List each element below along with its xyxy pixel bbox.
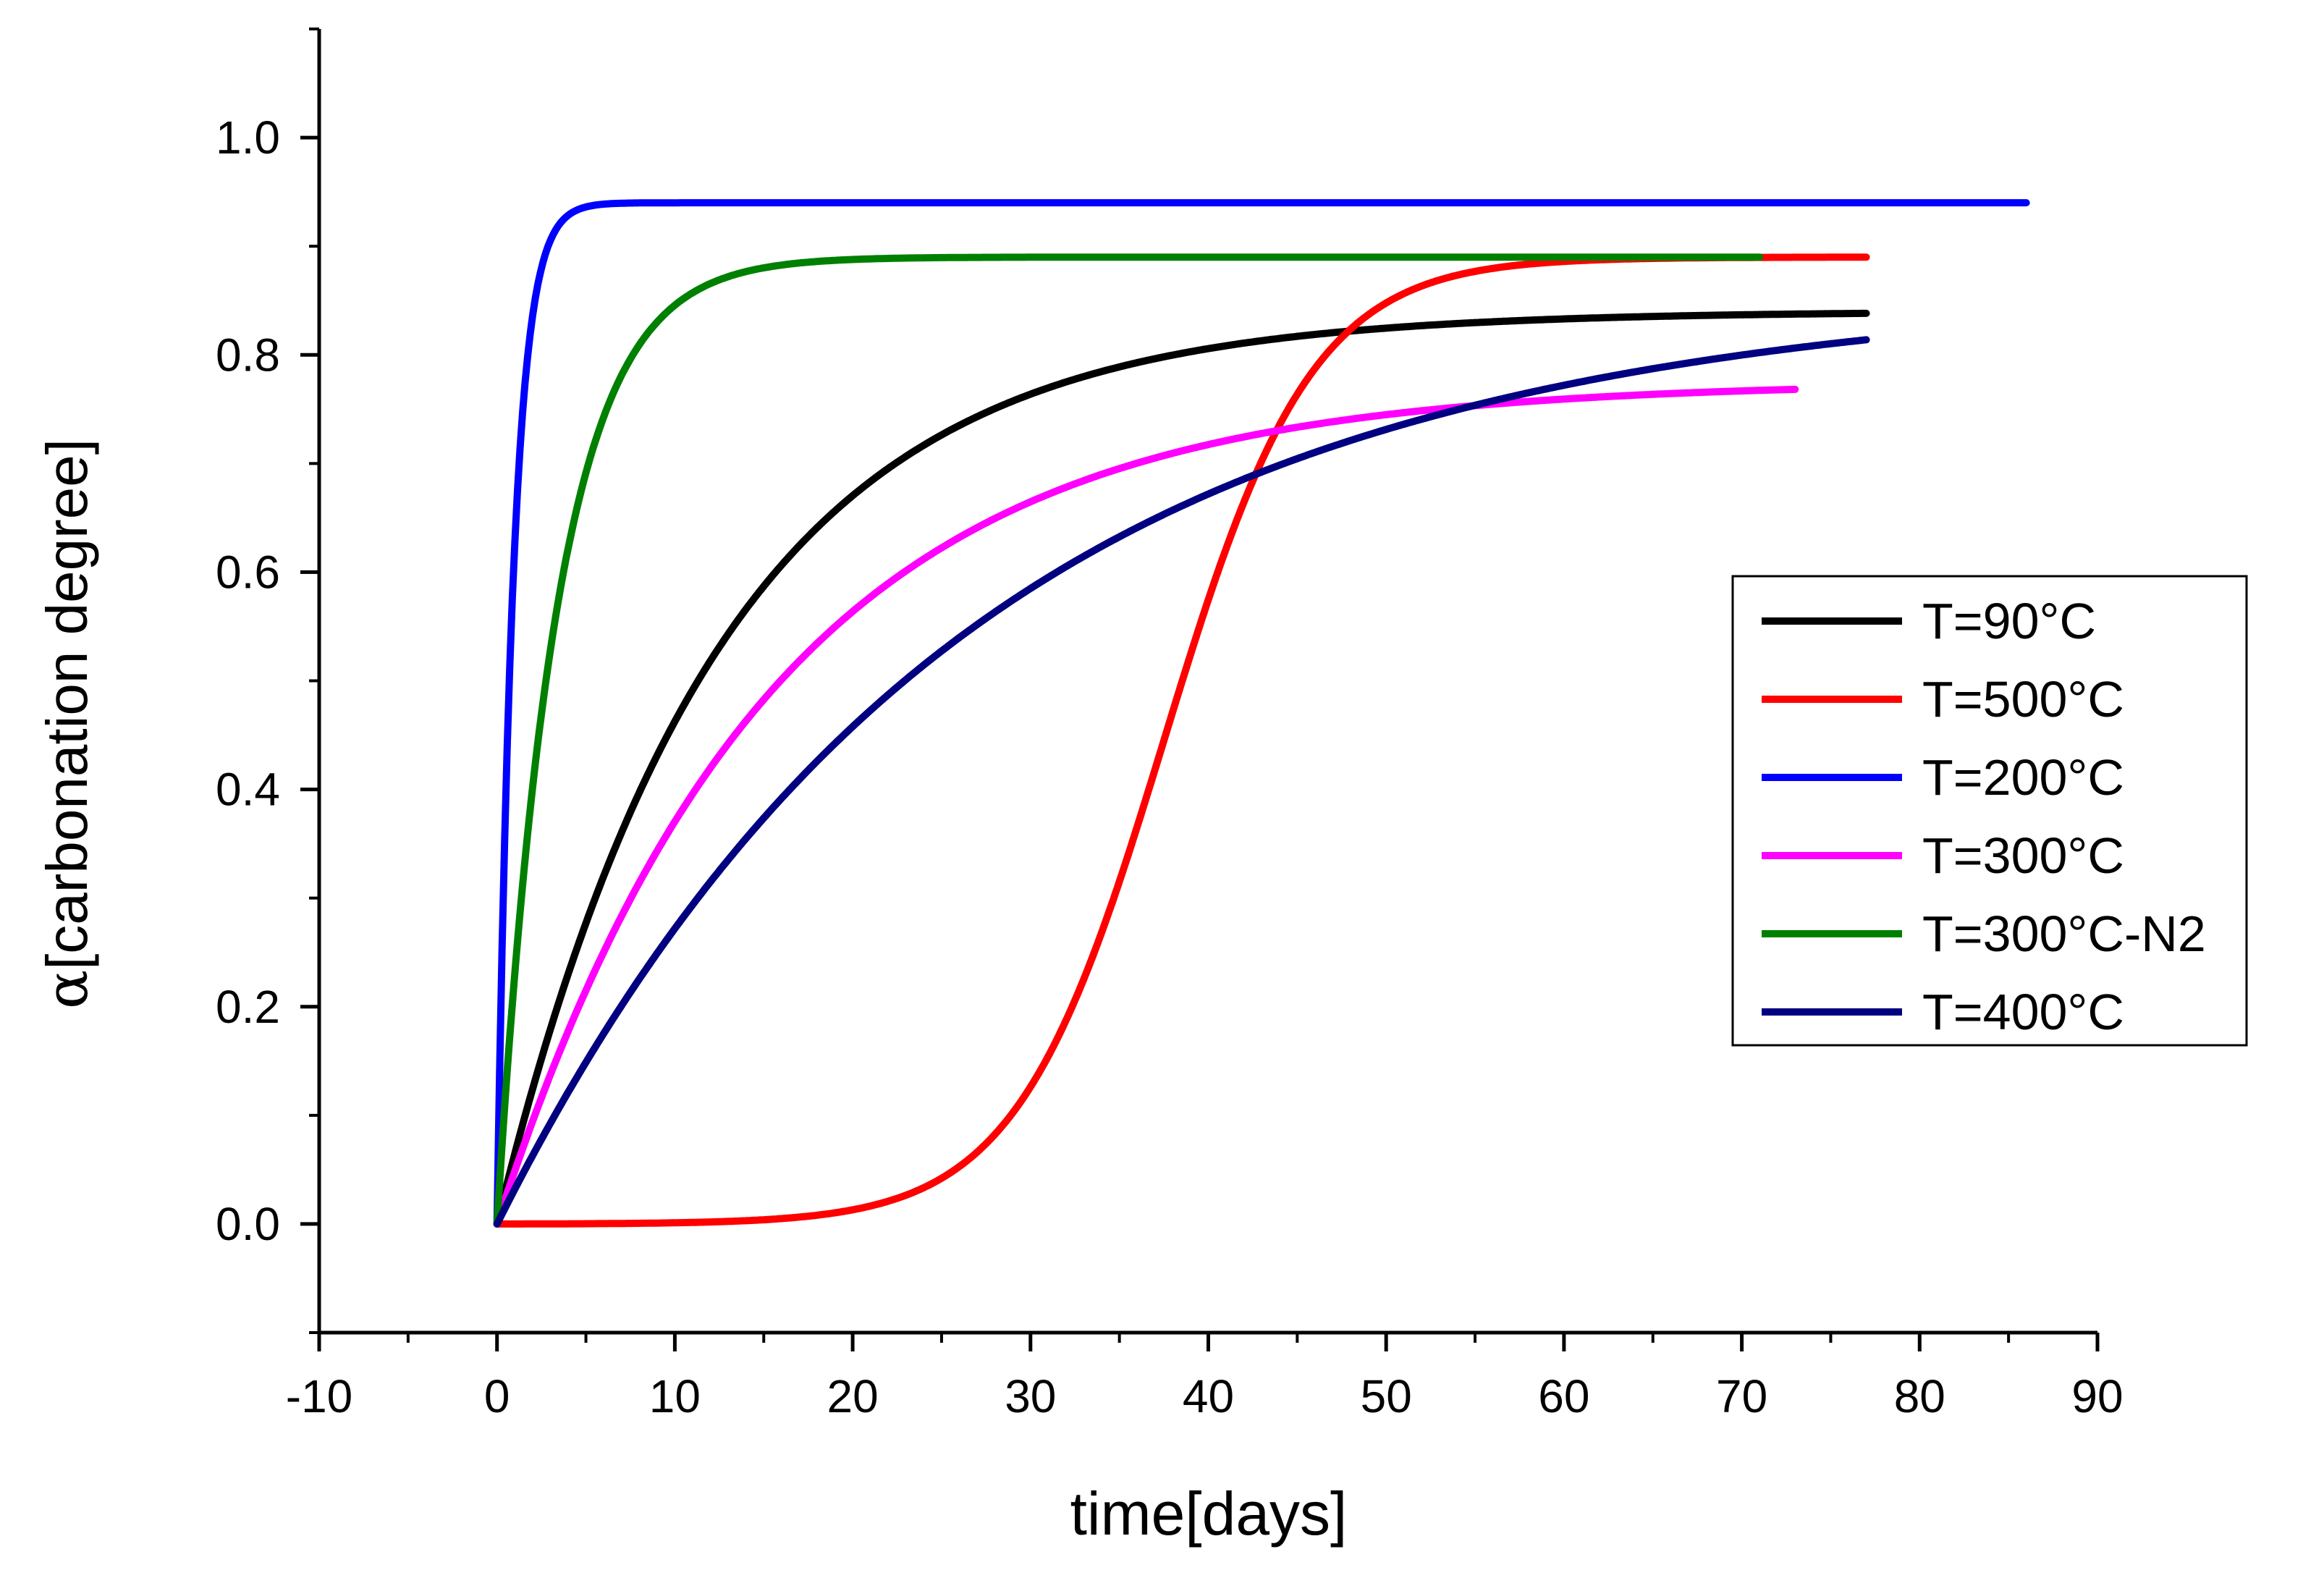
alpha-symbol: α xyxy=(33,970,101,1009)
x-axis-label: time[days] xyxy=(1070,1480,1348,1548)
x-tick-label: 50 xyxy=(1361,1370,1412,1422)
legend-box xyxy=(1731,575,2248,1047)
series-group xyxy=(493,199,2030,1228)
x-tick-label: -10 xyxy=(286,1370,353,1422)
y-axis-label: α[carbonation degree] xyxy=(33,439,101,1009)
x-tick-label: 70 xyxy=(1716,1370,1767,1422)
x-axis-ticks: -10 0 10 20 30 40 50 60 70 80 90 xyxy=(286,1333,2124,1422)
x-tick-label: 20 xyxy=(827,1370,879,1422)
series-line-0 xyxy=(493,309,1870,1228)
legend-label-4: T=300°C-N2 xyxy=(1922,906,2206,962)
series-line-1 xyxy=(493,253,1870,1228)
x-tick-label: 40 xyxy=(1183,1370,1234,1422)
x-tick-label: 10 xyxy=(649,1370,701,1422)
x-tick-label: 60 xyxy=(1538,1370,1589,1422)
legend-label-2: T=200°C xyxy=(1922,749,2124,806)
x-tick-label: 80 xyxy=(1894,1370,1945,1422)
series-line-2 xyxy=(493,199,2030,1228)
y-tick-label: 0.6 xyxy=(216,546,280,598)
legend-label-0: T=90°C xyxy=(1922,593,2096,649)
x-tick-label: 0 xyxy=(484,1370,510,1422)
legend-label-5: T=400°C xyxy=(1922,984,2124,1040)
x-tick-label: 30 xyxy=(1005,1370,1056,1422)
y-tick-label: 0.2 xyxy=(216,981,280,1033)
legend-label-3: T=300°C xyxy=(1922,827,2124,884)
legend: T=90°C T=500°C T=200°C T=300°C T=300°C-N2 T=4… xyxy=(1731,575,2248,1047)
series-line-4 xyxy=(493,253,1764,1228)
series-line-3 xyxy=(493,385,1799,1228)
y-tick-label: 0.8 xyxy=(216,329,280,381)
y-axis-label-text: [carbonation degree] xyxy=(35,439,99,970)
y-tick-label: 0.0 xyxy=(216,1198,280,1250)
y-tick-label: 1.0 xyxy=(216,111,280,164)
series-line-5 xyxy=(493,336,1870,1228)
y-tick-label: 0.4 xyxy=(216,764,280,816)
y-axis-ticks: 0.0 0.2 0.4 0.6 0.8 1.0 xyxy=(216,28,319,1334)
legend-label-1: T=500°C xyxy=(1922,671,2124,727)
x-tick-label: 90 xyxy=(2071,1370,2123,1422)
